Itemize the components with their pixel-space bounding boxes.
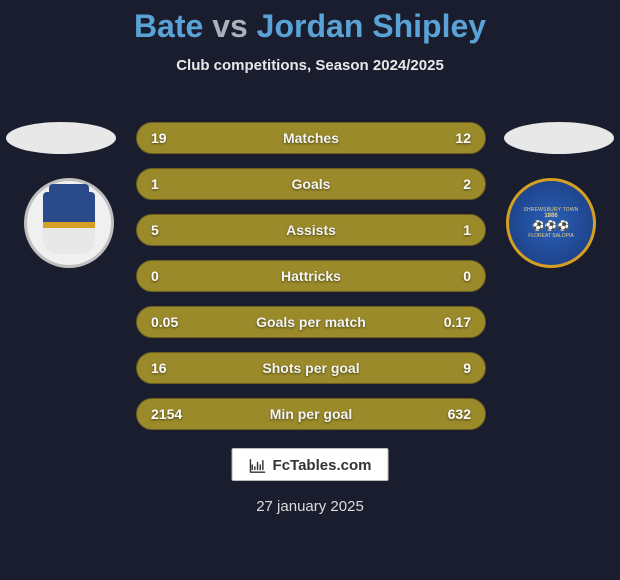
subtitle: Club competitions, Season 2024/2025: [0, 57, 620, 74]
brand-label: FcTables.com: [273, 457, 372, 474]
stat-right-value: 0: [427, 268, 471, 284]
stat-right-value: 1: [427, 222, 471, 238]
club-right-crest: SHREWSBURY TOWN 1886 ⚽⚽⚽ FLOREAT SALOPIA: [506, 178, 596, 268]
player-left-photo: [6, 122, 116, 154]
stat-row: 19Matches12: [136, 122, 486, 154]
page-title: Bate vs Jordan Shipley: [0, 0, 620, 45]
stat-row: 2154Min per goal632: [136, 398, 486, 430]
stat-right-value: 12: [427, 130, 471, 146]
chart-icon: [249, 458, 267, 474]
player-right-name: Jordan Shipley: [257, 8, 486, 44]
stat-row: 1Goals2: [136, 168, 486, 200]
stat-right-value: 0.17: [427, 314, 471, 330]
date-label: 27 january 2025: [0, 498, 620, 515]
club-right-text: SHREWSBURY TOWN 1886 ⚽⚽⚽ FLOREAT SALOPIA: [523, 207, 578, 238]
club-left-crest: [24, 178, 114, 268]
stat-right-value: 632: [427, 406, 471, 422]
player-left-name: Bate: [134, 8, 203, 44]
stat-row: 16Shots per goal9: [136, 352, 486, 384]
stat-right-value: 9: [427, 360, 471, 376]
stat-right-value: 2: [427, 176, 471, 192]
stat-row: 5Assists1: [136, 214, 486, 246]
vs-separator: vs: [212, 8, 248, 44]
player-right-photo: [504, 122, 614, 154]
brand-badge[interactable]: FcTables.com: [232, 448, 389, 481]
stat-row: 0.05Goals per match0.17: [136, 306, 486, 338]
stat-row: 0Hattricks0: [136, 260, 486, 292]
stats-table: 19Matches12 1Goals2 5Assists1 0Hattricks0 0.…: [136, 122, 486, 444]
shield-icon: [43, 192, 95, 254]
